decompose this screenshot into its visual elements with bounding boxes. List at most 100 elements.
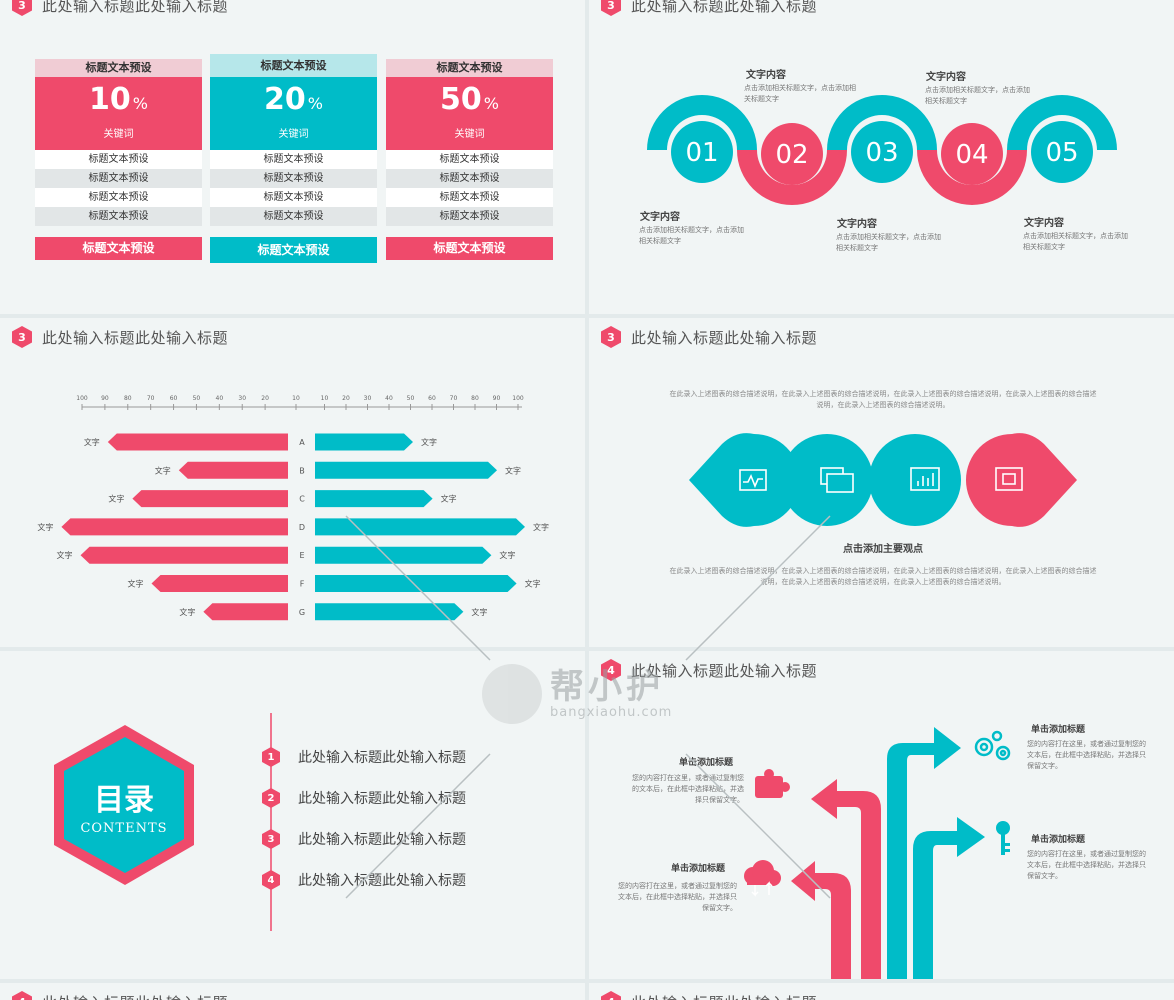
bar-right: [315, 490, 433, 508]
tick-label: 60: [428, 395, 436, 402]
slide-butterfly-chart: 3 此处输入标题此处输入标题 100 90 80 70 60 50 40 30 20 10 10 20…: [0, 318, 585, 647]
section-badge: 3: [601, 0, 621, 16]
bar-label: 文字: [499, 550, 515, 560]
bar-left: [203, 603, 288, 621]
tick-label: 10: [292, 395, 300, 402]
bar-label: 文字: [37, 522, 53, 532]
watermark-logo: [482, 664, 542, 724]
slide-contents: 目录 CONTENTS 1 此处输入标题此处输入标题 2 此处输入标题此处输入标…: [0, 651, 585, 979]
step-label-desc: 点击添加相关标题文字，点击添加相关标题文字: [1023, 232, 1128, 251]
section-badge: 3: [12, 326, 32, 348]
slide-header: 4 此处输入标题此处输入标题: [601, 991, 817, 1000]
table-row: 标题文本预设: [386, 150, 553, 169]
tick-label: 20: [261, 395, 269, 402]
bar-label: 文字: [128, 579, 144, 589]
slide-partial: 4 此处输入标题此处输入标题: [0, 983, 585, 1000]
main-point: 点击添加主要观点: [843, 544, 923, 555]
bar-right: [315, 518, 525, 536]
pricing-column-2: 标题文本预设 20% 关键词 标题文本预设 标题文本预设 标题文本预设 标题文本…: [210, 54, 377, 263]
slide-header: 3 此处输入标题此处输入标题: [601, 0, 817, 16]
column-foot: 标题文本预设: [35, 237, 202, 260]
bar-left: [80, 546, 289, 564]
tick-label: 100: [512, 395, 524, 402]
arrow-block-desc: 您的内容打在这里，或者通过复制您的文本后，在此框中选择粘贴，并选择只保留文字。: [1027, 740, 1146, 770]
bar-label: 文字: [471, 607, 487, 617]
tick-label: 30: [238, 395, 246, 402]
tick-label: 50: [407, 395, 415, 402]
step-number: 04: [955, 140, 989, 170]
puzzle-icon: [755, 769, 790, 798]
section-badge: 3: [601, 326, 621, 348]
tick-label: 70: [147, 395, 155, 402]
percent-value: 20%: [264, 82, 323, 117]
keyword: 关键词: [454, 129, 485, 140]
pricing-column-1: 标题文本预设 10% 关键词 标题文本预设 标题文本预设 标题文本预设 标题文本…: [35, 59, 202, 260]
tick-label: 100: [76, 395, 88, 402]
slide-pricing: 3 此处输入标题此处输入标题 标题文本预设 10% 关键词 标题文本预设 标题文…: [0, 0, 585, 314]
column-head: 标题文本预设: [386, 59, 553, 77]
contents-title: 目录: [94, 783, 154, 818]
toc-item-4[interactable]: 4 此处输入标题此处输入标题: [262, 870, 466, 890]
percent-value: 50%: [440, 82, 499, 117]
slide-title: 此处输入标题此处输入标题: [42, 328, 229, 347]
step-label-desc: 点击添加相关标题文字，点击添加相关标题文字: [639, 226, 744, 245]
pricing-column-3: 标题文本预设 50% 关键词 标题文本预设 标题文本预设 标题文本预设 标题文本…: [386, 59, 553, 260]
bar-right: [315, 433, 413, 451]
keyword: 关键词: [103, 129, 134, 140]
step-label-title: 文字内容: [926, 72, 966, 83]
slide-partial: 4 此处输入标题此处输入标题: [589, 983, 1174, 1000]
toc-text: 此处输入标题此处输入标题: [298, 791, 466, 807]
category-label: E: [299, 551, 304, 560]
tick-label: 70: [450, 395, 458, 402]
slide-header: 3 此处输入标题此处输入标题: [12, 326, 228, 348]
table-row: 标题文本预设: [210, 188, 377, 207]
slide-title: 此处输入标题此处输入标题: [42, 992, 228, 1000]
bar-label: 文字: [421, 437, 437, 447]
slide-arrows: 4 此处输入标题此处输入标题: [589, 651, 1174, 979]
slide-title: 此处输入标题此处输入标题: [631, 328, 818, 347]
tick-label: 10: [321, 395, 329, 402]
bar-left: [61, 518, 288, 536]
flow-description-top: 在此录入上述图表的综合描述说明，在此录入上述图表的综合描述说明，在此录入上述图表…: [669, 390, 1097, 409]
slide-header: 3 此处输入标题此处输入标题: [12, 0, 228, 16]
bar-label: 文字: [155, 465, 171, 475]
watermark-url: bangxiaohu.com: [550, 704, 673, 720]
step-label-desc: 点击添加相关标题文字，点击添加相关标题文字: [836, 233, 941, 252]
slide-steps: 3 此处输入标题此处输入标题 01 02 03 04 05 文字内容 点击添加相…: [589, 0, 1174, 314]
table-row: 标题文本预设: [210, 207, 377, 226]
tick-label: 30: [364, 395, 372, 402]
toc-item-3[interactable]: 3 此处输入标题此处输入标题: [262, 829, 466, 849]
arrow-block-desc: 您的内容打在这里，或者通过复制您的文本后，在此框中选择粘贴，并选择只保留文字。: [618, 882, 737, 912]
tick-label: 40: [385, 395, 393, 402]
section-badge: 4: [12, 991, 32, 1000]
contents-hexagon: [54, 713, 272, 931]
column-main: 50% 关键词: [386, 77, 553, 150]
step-label-title: 文字内容: [640, 212, 680, 223]
bar-left: [107, 433, 288, 451]
toc-number: 4: [262, 870, 280, 890]
toc-item-2[interactable]: 2 此处输入标题此处输入标题: [262, 788, 466, 808]
tick-label: 90: [101, 395, 109, 402]
arrow-block-desc: 您的内容打在这里，或者通过复制您的文本后，在此框中选择粘贴，并选择只保留文字。: [632, 774, 744, 804]
table-row: 标题文本预设: [35, 150, 202, 169]
table-row: 标题文本预设: [35, 169, 202, 188]
category-label: A: [299, 438, 305, 447]
arrows-graphic: [744, 727, 1011, 979]
step-label-desc: 点击添加相关标题文字，点击添加相关标题文字: [925, 86, 1030, 105]
table-row: 标题文本预设: [386, 169, 553, 188]
cloud-upload-icon: [744, 860, 781, 897]
toc-number: 2: [262, 788, 280, 808]
tick-label: 20: [342, 395, 350, 402]
table-row: 标题文本预设: [210, 150, 377, 169]
table-row: 标题文本预设: [35, 207, 202, 226]
category-label: G: [299, 608, 305, 617]
arrow-block-title: 单击添加标题: [671, 864, 726, 874]
keyword: 关键词: [278, 129, 309, 140]
percent-value: 10%: [89, 82, 148, 117]
tick-label: 80: [124, 395, 132, 402]
category-label: D: [299, 523, 305, 532]
toc-item-1[interactable]: 1 此处输入标题此处输入标题: [262, 747, 466, 767]
toc-number: 1: [262, 747, 280, 767]
bar-label: 文字: [441, 494, 457, 504]
chart-line-icon: [739, 469, 767, 491]
